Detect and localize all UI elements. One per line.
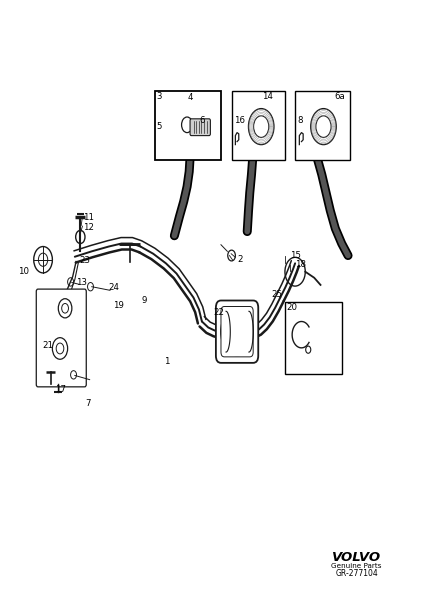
FancyBboxPatch shape (221, 307, 253, 357)
Text: 21: 21 (42, 341, 53, 350)
Text: 10: 10 (18, 267, 28, 276)
Text: GR-277104: GR-277104 (335, 569, 378, 578)
FancyBboxPatch shape (190, 119, 210, 136)
Text: 6: 6 (199, 116, 204, 125)
Text: 4: 4 (187, 93, 193, 102)
Text: 14: 14 (263, 92, 273, 101)
Text: 11: 11 (83, 213, 94, 222)
Bar (284, 302, 342, 374)
FancyBboxPatch shape (216, 300, 258, 363)
Text: VOLVO: VOLVO (332, 551, 381, 564)
Text: 12: 12 (83, 223, 94, 232)
Text: 8: 8 (297, 116, 303, 125)
Bar (155, 91, 221, 160)
Text: 9: 9 (142, 296, 147, 305)
Text: 18: 18 (295, 260, 306, 269)
Text: 2: 2 (237, 255, 243, 264)
FancyBboxPatch shape (36, 289, 86, 387)
Text: 19: 19 (113, 300, 124, 310)
Text: 25: 25 (272, 290, 283, 299)
Text: 22: 22 (213, 308, 224, 317)
Text: 23: 23 (79, 257, 90, 266)
Text: 1: 1 (164, 357, 169, 366)
Text: 17: 17 (55, 385, 66, 394)
Text: 6a: 6a (334, 92, 345, 101)
Text: 15: 15 (289, 251, 300, 260)
Text: 16: 16 (234, 116, 245, 125)
Bar (232, 91, 284, 160)
Text: Genuine Parts: Genuine Parts (331, 563, 382, 569)
Text: 13: 13 (76, 278, 87, 287)
Text: 5: 5 (156, 122, 162, 131)
Text: 20: 20 (286, 303, 298, 312)
Bar (295, 91, 350, 160)
Text: 3: 3 (156, 92, 162, 101)
Text: 7: 7 (85, 399, 91, 408)
Text: 24: 24 (109, 283, 120, 292)
